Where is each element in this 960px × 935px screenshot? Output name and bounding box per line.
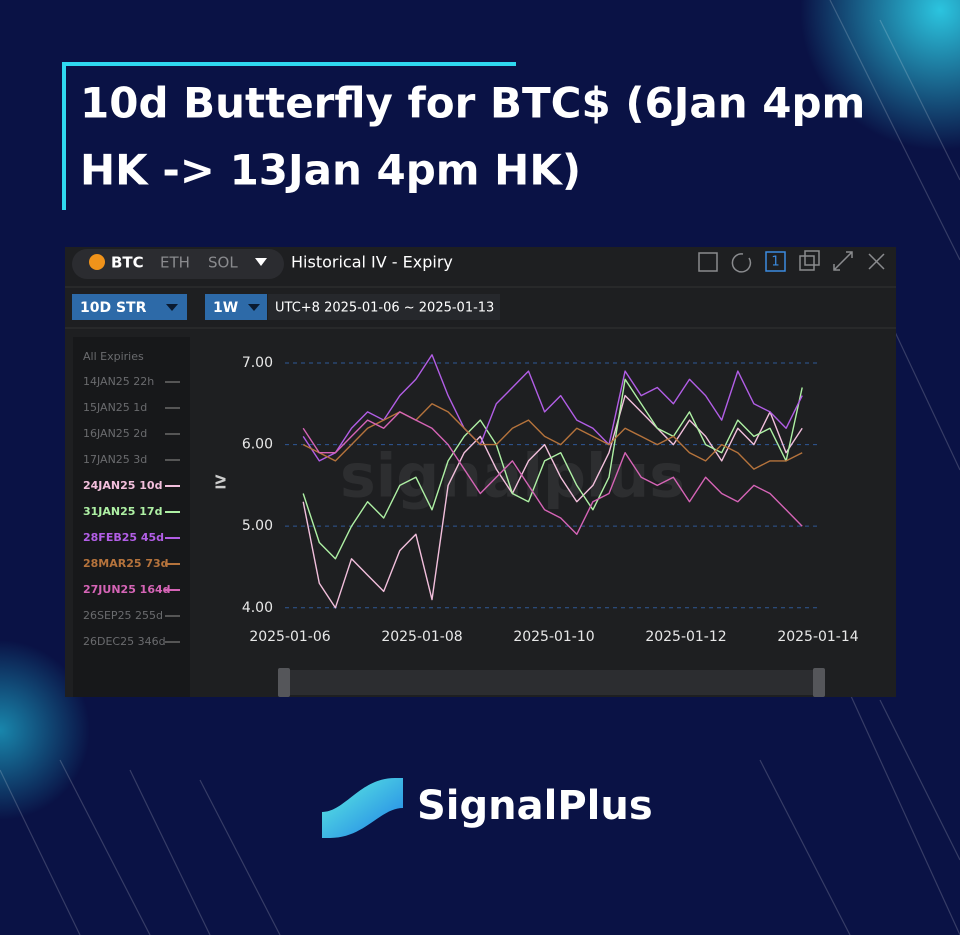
coin[interactable]: ETH [160,254,190,272]
range-text[interactable]: UTC+8 2025-01-06 ~ 2025-01-13 [275,301,494,316]
dropdown-arrow[interactable] [166,304,178,311]
title: HK -> 13Jan 4pm HK) [80,146,581,195]
legend-label[interactable]: 17JAN25 3d [83,453,147,466]
legend-panel [73,337,190,697]
series-line [302,378,803,560]
y-tick-label: 6.00 [242,437,273,453]
series-line [302,394,803,609]
legend-label[interactable]: 26DEC25 346d [83,635,166,648]
brand: SignalPlus [417,783,653,829]
scroll-handle[interactable] [278,668,290,697]
legend-header[interactable]: All Expiries [83,350,144,363]
legend-label[interactable]: 28MAR25 73d [83,557,169,570]
series-line [302,411,803,535]
watermark: signalplus [340,442,685,512]
y-axis-label: IV [215,475,230,490]
coin[interactable]: SOL [208,254,238,272]
dropdown-arrow[interactable] [248,304,260,311]
panel-title: Historical IV - Expiry [291,253,453,272]
period[interactable]: 1W [213,300,238,316]
legend-label[interactable]: 24JAN25 10d [83,479,162,492]
metric-select[interactable] [72,294,187,320]
legend-label[interactable]: 16JAN25 2d [83,427,147,440]
glow [800,0,960,150]
x-tick-label: 2025-01-08 [381,629,462,645]
x-tick-label: 2025-01-12 [645,629,726,645]
scroll-handle[interactable] [813,668,825,697]
legend-label[interactable]: 26SEP25 255d [83,609,163,622]
y-tick-label: 4.00 [242,600,273,616]
dropdown-arrow[interactable] [255,258,267,266]
x-tick-label: 2025-01-14 [777,629,858,645]
legend-label[interactable]: 31JAN25 17d [83,505,162,518]
panel [65,247,896,697]
legend-label[interactable]: 14JAN25 22h [83,375,154,388]
scrollbar[interactable] [280,670,825,695]
y-tick-label: 5.00 [242,518,273,534]
btc-icon [89,254,105,270]
toolbar-icons[interactable] [698,250,885,273]
range-box[interactable] [268,294,500,320]
coin-selector[interactable] [72,249,284,279]
y-tick-label: 7.00 [242,355,273,371]
coin[interactable]: BTC [111,254,144,272]
legend-label[interactable]: 28FEB25 45d [83,531,164,544]
title: 10d Butterfly for BTC$ (6Jan 4pm [80,79,865,128]
metric[interactable]: 10D STR [80,300,147,316]
logo-icon [322,778,403,838]
series-line [302,354,803,462]
x-tick-label: 2025-01-10 [513,629,594,645]
badge[interactable]: 1 [771,255,779,270]
x-tick-label: 2025-01-06 [249,629,330,645]
legend-label[interactable]: 15JAN25 1d [83,401,147,414]
series-line [302,403,803,470]
legend-label[interactable]: 27JUN25 164d [83,583,171,596]
